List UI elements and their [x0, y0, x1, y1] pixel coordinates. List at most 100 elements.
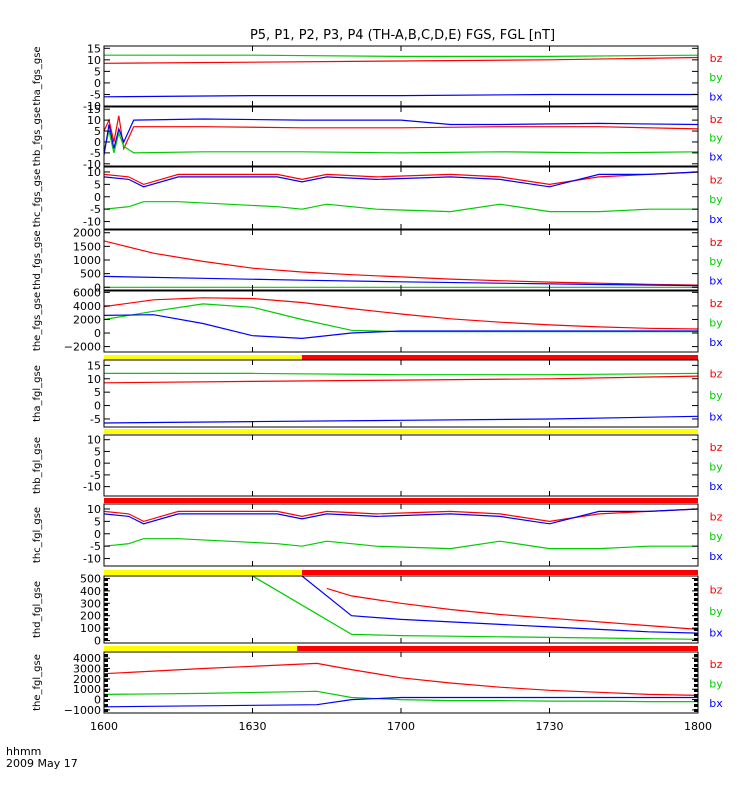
legend-by: by [709, 193, 723, 206]
series-line-bx [301, 576, 698, 634]
legend-bz: bz [710, 297, 723, 310]
series-line-by [104, 690, 698, 703]
edge-marker [104, 618, 108, 621]
y-tick-label: -10 [83, 481, 101, 494]
series-line-bx [104, 93, 698, 98]
edge-marker [104, 689, 108, 692]
y-tick-label: 2000 [73, 673, 101, 686]
legend-by: by [709, 461, 723, 474]
legend-bz: bz [710, 510, 723, 523]
edge-marker [694, 598, 698, 601]
y-tick-label: 500 [80, 572, 101, 585]
series-line-bx [104, 171, 698, 188]
y-tick-label: 0 [94, 136, 101, 149]
y-tick-label: 10 [87, 503, 101, 516]
edge-marker [694, 593, 698, 596]
series-line-by [104, 372, 698, 376]
series-line-bz [104, 662, 698, 696]
y-tick-label: 15 [87, 359, 101, 372]
x-tick-label: 1700 [387, 720, 415, 733]
edge-marker [104, 608, 108, 611]
series-line-bz [104, 240, 698, 286]
edge-marker [104, 709, 108, 712]
series-line-bz [104, 115, 698, 151]
series-line-by [252, 576, 698, 640]
y-tick-label: −1000 [64, 704, 101, 717]
y-tick-label: 4000 [73, 652, 101, 665]
edge-marker [694, 638, 698, 641]
legend-bx: bx [709, 697, 723, 710]
y-tick-label: 0 [94, 528, 101, 541]
y-tick-label: 0 [94, 281, 101, 294]
edge-marker [694, 628, 698, 631]
y-axis-label: the_fgs_gse [32, 292, 43, 351]
y-tick-label: 15 [87, 103, 101, 116]
legend-by: by [709, 389, 723, 402]
legend-by: by [709, 132, 723, 145]
status-bar-yellow [104, 646, 298, 651]
x-tick-label: 1600 [90, 720, 118, 733]
y-tick-label: -10 [83, 100, 101, 113]
series-line-by [104, 538, 698, 550]
series-line-bz [104, 297, 698, 330]
edge-marker [694, 633, 698, 636]
y-tick-label: -5 [90, 88, 101, 101]
edge-marker [694, 618, 698, 621]
legend-bz: bz [710, 173, 723, 186]
y-tick-label: -5 [90, 469, 101, 482]
y-tick-label: 10 [87, 166, 101, 179]
y-tick-label: 5 [94, 515, 101, 528]
y-tick-label: 5 [94, 178, 101, 191]
edge-marker [694, 709, 698, 712]
y-tick-label: 0 [94, 457, 101, 470]
y-tick-label: 100 [80, 622, 101, 635]
y-tick-label: 0 [94, 694, 101, 707]
y-tick-label: 4000 [73, 300, 101, 313]
edge-marker [104, 704, 108, 707]
edge-marker [694, 583, 698, 586]
edge-marker [104, 654, 108, 657]
y-tick-label: −2000 [64, 341, 101, 354]
edge-marker [104, 679, 108, 682]
status-bar-yellow [104, 570, 302, 575]
y-tick-label: 0 [94, 191, 101, 204]
y-tick-label: 200 [80, 610, 101, 623]
edge-marker [104, 659, 108, 662]
edge-marker [694, 578, 698, 581]
status-bar-red [104, 498, 698, 503]
edge-marker [694, 694, 698, 697]
y-tick-label: -10 [83, 158, 101, 171]
edge-marker [104, 633, 108, 636]
y-tick-label: 0 [94, 77, 101, 90]
legend-by: by [709, 605, 723, 618]
legend-by: by [709, 678, 723, 691]
series-line-bx [104, 314, 698, 340]
series-line-by [104, 303, 698, 333]
edge-marker [104, 578, 108, 581]
edge-marker [694, 689, 698, 692]
status-bar-red [302, 355, 698, 360]
edge-marker [694, 684, 698, 687]
y-tick-label: 2000 [73, 227, 101, 240]
y-tick-label: 10 [87, 114, 101, 127]
panel-frame [103, 106, 699, 167]
legend-by: by [709, 317, 723, 330]
y-tick-label: 0 [94, 635, 101, 648]
panel-frame [103, 434, 699, 497]
y-tick-label: -10 [83, 216, 101, 229]
y-axis-label: thc_fgl_gse [32, 507, 43, 563]
edge-marker [104, 684, 108, 687]
y-tick-label: 10 [87, 434, 101, 447]
y-tick-label: -5 [90, 540, 101, 553]
y-axis-label: tha_fgl_gse [32, 365, 43, 422]
x-axis-label: hhmm [6, 745, 42, 758]
series-line-bz [326, 587, 698, 630]
y-tick-label: -5 [90, 203, 101, 216]
panel-frame [103, 575, 699, 644]
date-label: 2009 May 17 [6, 757, 78, 770]
legend-bz: bz [710, 236, 723, 249]
